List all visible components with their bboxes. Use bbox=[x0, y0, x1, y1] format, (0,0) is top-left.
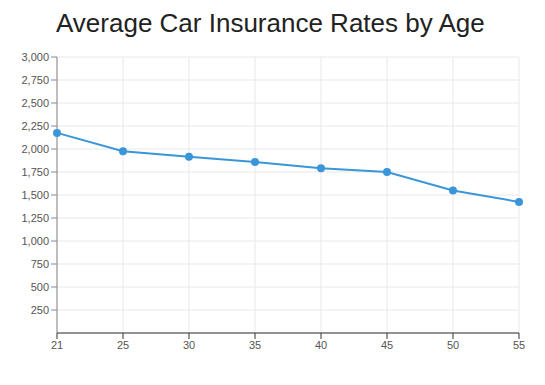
svg-text:2,500: 2,500 bbox=[21, 97, 49, 109]
svg-text:500: 500 bbox=[31, 281, 49, 293]
svg-text:2,750: 2,750 bbox=[21, 74, 49, 86]
svg-text:1,250: 1,250 bbox=[21, 212, 49, 224]
svg-text:55: 55 bbox=[513, 339, 525, 351]
svg-text:45: 45 bbox=[381, 339, 393, 351]
svg-text:50: 50 bbox=[447, 339, 459, 351]
html-text:Average Car Insurance Rates by: Average Car Insurance Rates by Age bbox=[56, 8, 485, 38]
svg-text:3,000: 3,000 bbox=[21, 51, 49, 63]
svg-text:35: 35 bbox=[249, 339, 261, 351]
svg-text:30: 30 bbox=[183, 339, 195, 351]
svg-text:40: 40 bbox=[315, 339, 327, 351]
svg-text:2,250: 2,250 bbox=[21, 120, 49, 132]
svg-text:1,750: 1,750 bbox=[21, 166, 49, 178]
svg-text:21: 21 bbox=[51, 339, 63, 351]
svg-text:1,000: 1,000 bbox=[21, 235, 49, 247]
svg-text:750: 750 bbox=[31, 258, 49, 270]
svg-text:1,500: 1,500 bbox=[21, 189, 49, 201]
svg-text:250: 250 bbox=[31, 304, 49, 316]
svg-text:2,000: 2,000 bbox=[21, 143, 49, 155]
svg-text:25: 25 bbox=[117, 339, 129, 351]
